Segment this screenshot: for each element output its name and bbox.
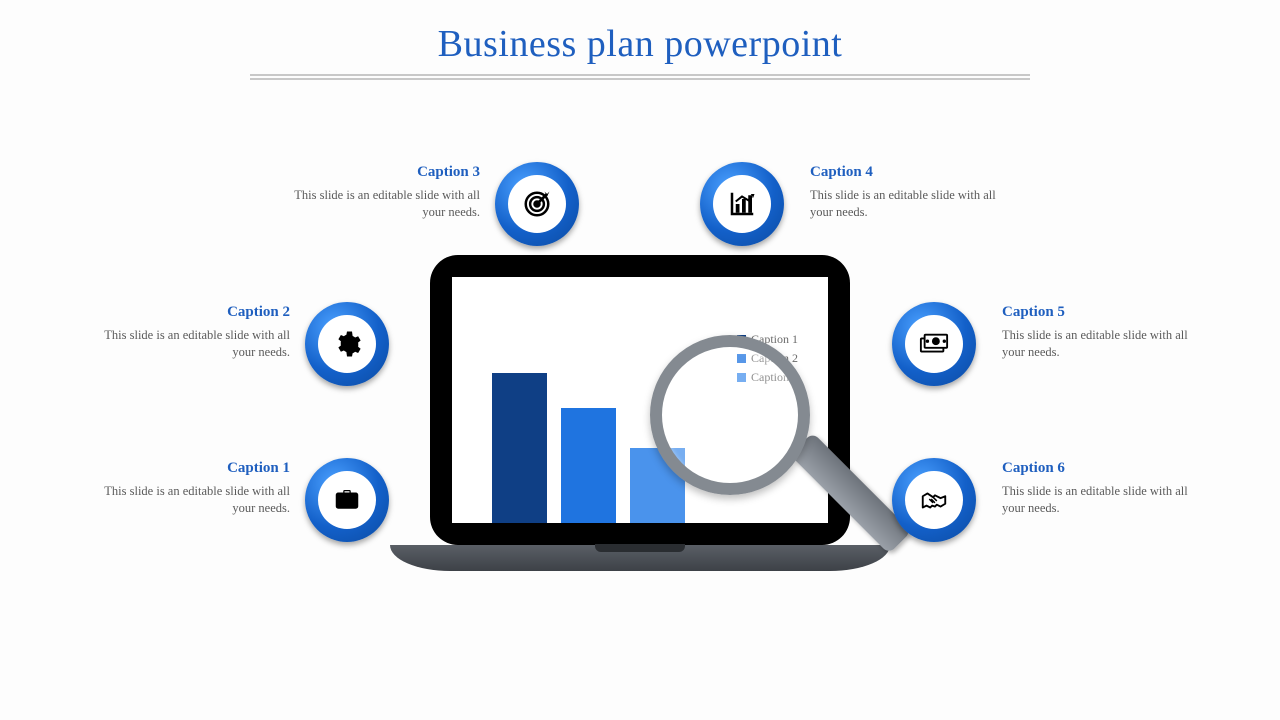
chart-legend: Caption 1 Caption 2 Caption 3 (737, 332, 798, 389)
bar-2 (561, 408, 616, 523)
legend-row-1: Caption 1 (737, 332, 798, 347)
caption-desc-1: This slide is an editable slide with all… (80, 483, 290, 517)
money-icon (905, 315, 963, 373)
legend-label-3: Caption 3 (751, 370, 798, 385)
title-underline (250, 74, 1030, 80)
legend-swatch-1 (737, 335, 746, 344)
caption-desc-3: This slide is an editable slide with all… (270, 187, 480, 221)
caption-block-1: Caption 1 This slide is an editable slide… (80, 460, 290, 517)
laptop-screen: Caption 1 Caption 2 Caption 3 (452, 277, 828, 523)
caption-block-2: Caption 2 This slide is an editable slide… (80, 304, 290, 361)
bar-1 (492, 373, 547, 523)
bar-chart (492, 323, 685, 523)
caption-block-5: Caption 5 This slide is an editable slide… (1002, 304, 1212, 361)
legend-swatch-2 (737, 354, 746, 363)
target-icon-ring (495, 162, 579, 246)
handshake-icon (905, 471, 963, 529)
laptop-graphic: Caption 1 Caption 2 Caption 3 (430, 255, 850, 571)
caption-block-3: Caption 3 This slide is an editable slide… (270, 164, 480, 221)
legend-row-2: Caption 2 (737, 351, 798, 366)
laptop-notch (595, 544, 685, 552)
bar-3 (630, 448, 685, 523)
caption-title-6: Caption 6 (1002, 460, 1212, 477)
target-icon (508, 175, 566, 233)
caption-desc-2: This slide is an editable slide with all… (80, 327, 290, 361)
caption-desc-4: This slide is an editable slide with all… (810, 187, 1020, 221)
briefcase-icon-ring (305, 458, 389, 542)
caption-desc-6: This slide is an editable slide with all… (1002, 483, 1212, 517)
caption-block-6: Caption 6 This slide is an editable slide… (1002, 460, 1212, 517)
caption-title-1: Caption 1 (80, 460, 290, 477)
chart-icon (713, 175, 771, 233)
briefcase-icon (318, 471, 376, 529)
laptop-base (390, 545, 890, 571)
caption-title-3: Caption 3 (270, 164, 480, 181)
chart-icon-ring (700, 162, 784, 246)
gear-icon-ring (305, 302, 389, 386)
caption-title-5: Caption 5 (1002, 304, 1212, 321)
caption-desc-5: This slide is an editable slide with all… (1002, 327, 1212, 361)
legend-label-2: Caption 2 (751, 351, 798, 366)
legend-swatch-3 (737, 373, 746, 382)
slide-title: Business plan powerpoint (0, 0, 1280, 66)
handshake-icon-ring (892, 458, 976, 542)
caption-title-2: Caption 2 (80, 304, 290, 321)
money-icon-ring (892, 302, 976, 386)
laptop-frame: Caption 1 Caption 2 Caption 3 (430, 255, 850, 545)
legend-label-1: Caption 1 (751, 332, 798, 347)
gear-icon (318, 315, 376, 373)
caption-title-4: Caption 4 (810, 164, 1020, 181)
caption-block-4: Caption 4 This slide is an editable slide… (810, 164, 1020, 221)
legend-row-3: Caption 3 (737, 370, 798, 385)
diagram-stage: Caption 1 Caption 2 Caption 3 Caption 1 Thi… (0, 120, 1280, 720)
